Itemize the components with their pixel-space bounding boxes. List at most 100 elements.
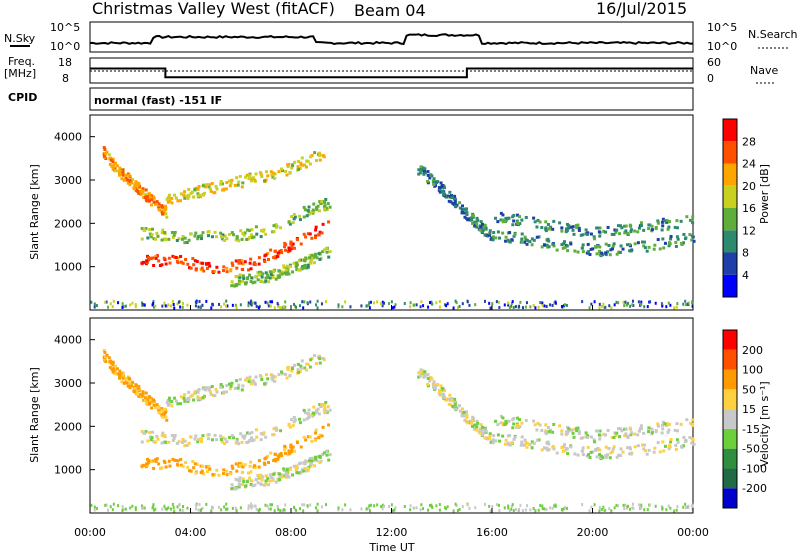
velocity-point [629, 433, 633, 437]
velocity-point [150, 436, 154, 440]
velocity-point [566, 429, 570, 433]
velocity-point [157, 462, 161, 466]
velocity-point [423, 372, 427, 376]
velocity-point [494, 439, 498, 443]
power-ground-point [324, 300, 327, 304]
velocity-point [546, 441, 550, 445]
velocity-ground-point [438, 503, 441, 507]
velocity-ground-point [163, 504, 166, 508]
power-point [524, 237, 528, 241]
velocity-ground-point [687, 504, 690, 508]
velocity-ground-point [167, 506, 170, 510]
velocity-point [589, 450, 593, 454]
velocity-point [654, 430, 658, 434]
velocity-point [241, 465, 245, 469]
power-point [530, 243, 534, 247]
colorbar-tick-label: -100 [742, 462, 767, 475]
velocity-ground-point [164, 507, 167, 511]
power-point [256, 271, 260, 275]
velocity-point [220, 385, 224, 389]
power-point [223, 234, 227, 238]
power-point [286, 165, 290, 169]
power-point [176, 199, 180, 203]
velocity-ground-point [152, 503, 155, 507]
power-point [193, 187, 197, 191]
power-point [440, 189, 444, 193]
power-ground-point [510, 304, 513, 308]
velocity-point [268, 479, 272, 483]
power-ground-point [171, 299, 174, 303]
power-point [566, 249, 570, 253]
power-point [579, 233, 583, 237]
power-point [607, 243, 611, 247]
power-point [483, 233, 487, 237]
velocity-point [264, 479, 268, 483]
power-point [321, 222, 325, 226]
power-point [295, 261, 299, 265]
velocity-point [151, 430, 155, 434]
velocity-point [496, 433, 500, 437]
velocity-point [240, 461, 244, 465]
velocity-point [656, 422, 660, 426]
velocity-point [317, 355, 321, 359]
power-point [580, 246, 584, 250]
power-ground-point [495, 300, 498, 304]
power-point [674, 244, 678, 248]
velocity-ground-point [637, 503, 640, 507]
power-point [258, 270, 262, 274]
power-point [452, 197, 456, 201]
power-point [232, 233, 236, 237]
power-point [308, 232, 312, 236]
velocity-point [501, 421, 505, 425]
power-point [269, 248, 273, 252]
velocity-point [272, 427, 276, 431]
power-point [636, 241, 640, 245]
power-point [252, 235, 256, 239]
velocity-y-label: Slant Range [km] [28, 367, 41, 463]
velocity-point [198, 396, 202, 400]
velocity-point [453, 403, 457, 407]
power-ground-point [443, 303, 446, 307]
velocity-point [187, 469, 191, 473]
velocity-point [149, 438, 153, 442]
velocity-point [533, 423, 537, 427]
power-point [168, 261, 172, 265]
velocity-point [450, 399, 454, 403]
power-ground-point [613, 303, 616, 307]
velocity-point [512, 437, 516, 441]
velocity-point [143, 399, 147, 403]
velocity-point [111, 360, 115, 364]
velocity-point [164, 465, 168, 469]
velocity-point [167, 440, 171, 444]
velocity-point [585, 454, 589, 458]
power-point [576, 223, 580, 227]
velocity-ground-point [341, 508, 344, 512]
power-point [558, 221, 562, 225]
power-point [323, 200, 327, 204]
velocity-point [235, 438, 239, 442]
velocity-point [608, 456, 612, 460]
power-point [273, 176, 277, 180]
velocity-point [238, 463, 242, 467]
power-point [300, 266, 304, 270]
velocity-point [161, 431, 165, 435]
power-point [682, 232, 686, 236]
power-ground-point [164, 304, 167, 308]
power-ground-point [163, 301, 166, 305]
power-ground-point [247, 301, 250, 305]
power-point [291, 221, 295, 225]
power-ground-point [211, 303, 214, 307]
colorbar-frame [722, 118, 738, 298]
velocity-point [506, 441, 510, 445]
power-point [105, 150, 109, 154]
power-point [219, 182, 223, 186]
power-ground-point [320, 302, 323, 306]
power-point [313, 151, 317, 155]
power-ground-point [95, 304, 98, 308]
velocity-point [148, 402, 152, 406]
power-point [544, 227, 548, 231]
velocity-ground-point [194, 507, 197, 511]
velocity-point [283, 444, 287, 448]
beam-label: Beam 04 [354, 1, 426, 20]
power-point [289, 240, 293, 244]
